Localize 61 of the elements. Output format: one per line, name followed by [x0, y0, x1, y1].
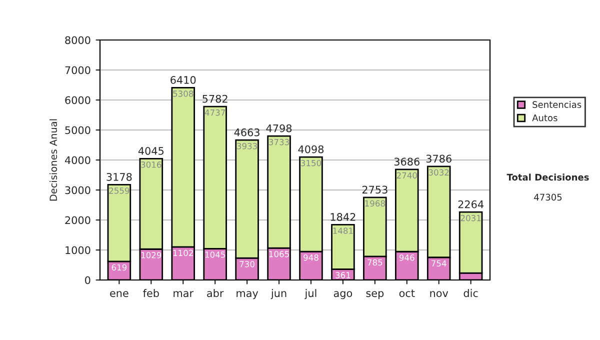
y-tick-label: 6000: [65, 96, 90, 104]
y-tick-label: 7000: [65, 66, 90, 74]
total-label: 1842: [330, 213, 356, 221]
y-tick-label: 2000: [65, 216, 90, 224]
x-tick-label: jul: [304, 289, 316, 300]
x-tick-label: may: [236, 291, 258, 300]
data-label: 619: [112, 264, 127, 271]
total-label: 4798: [266, 124, 292, 132]
total-label: 6410: [170, 76, 196, 84]
total-label: 4045: [138, 146, 164, 155]
total-label: 2264: [458, 200, 484, 208]
data-label: 1102: [173, 250, 193, 256]
data-label: 948: [304, 254, 318, 261]
data-label: 1968: [365, 200, 385, 207]
total-label: 3686: [394, 158, 420, 166]
legend-label: Autos: [532, 114, 558, 122]
data-label: 3150: [301, 160, 322, 166]
y-tick-label: 3000: [65, 186, 90, 194]
data-label: 5308: [173, 90, 194, 97]
text: Total Decisiones: [506, 174, 589, 181]
text: 47305: [534, 194, 562, 201]
data-label: 3733: [269, 138, 289, 146]
data-label: 785: [368, 259, 382, 266]
x-tick-label: dic: [464, 289, 478, 298]
x-tick-label: ago: [334, 291, 352, 300]
data-label: 3032: [428, 169, 449, 176]
data-label: 2031: [460, 214, 481, 222]
y-axis-title: Decisiones Anual: [49, 119, 58, 201]
x-tick-label: feb: [143, 289, 159, 298]
data-label: 2740: [396, 172, 417, 179]
data-label: 361: [336, 272, 350, 278]
y-tick-label: 5000: [65, 126, 90, 134]
data-label: 946: [399, 254, 414, 261]
data-label: 1029: [141, 252, 162, 258]
total-label: 5782: [202, 94, 228, 103]
data-label: 4737: [204, 109, 225, 116]
x-tick-label: jun: [270, 289, 286, 300]
data-label: 3933: [237, 142, 257, 150]
total-label: 2753: [362, 186, 388, 194]
data-label: 730: [240, 260, 254, 268]
x-tick-label: oct: [399, 290, 415, 298]
data-label: 1065: [269, 250, 289, 258]
data-label: 2559: [109, 188, 130, 194]
x-tick-label: sep: [366, 291, 384, 300]
x-tick-label: ene: [110, 291, 128, 298]
y-tick-label: 8000: [65, 36, 90, 44]
total-label: 3178: [106, 172, 132, 181]
data-label: 3016: [141, 161, 162, 168]
x-tick-label: abr: [207, 289, 224, 298]
y-tick-label: 1000: [66, 246, 90, 254]
total-label: 4663: [234, 128, 260, 136]
legend-label: Sentencias: [532, 101, 582, 108]
y-tick-label: 4000: [64, 156, 90, 164]
data-label: 754: [432, 260, 446, 267]
x-tick-label: nov: [430, 291, 448, 298]
y-tick-label: 0: [85, 276, 90, 284]
total-label: 3786: [426, 154, 452, 163]
total-label: 4098: [298, 145, 324, 154]
data-label: 1481: [333, 228, 353, 234]
data-label: 1045: [205, 251, 225, 258]
x-tick-label: mar: [174, 291, 194, 298]
